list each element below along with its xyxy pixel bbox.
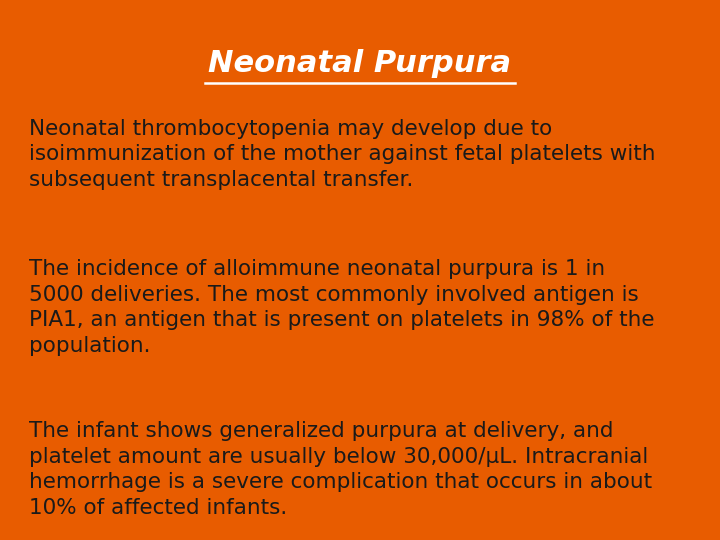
Text: Neonatal thrombocytopenia may develop due to
isoimmunization of the mother again: Neonatal thrombocytopenia may develop du… [29,119,655,190]
Text: Neonatal Purpura: Neonatal Purpura [208,49,512,78]
Text: The incidence of alloimmune neonatal purpura is 1 in
5000 deliveries. The most c: The incidence of alloimmune neonatal pur… [29,259,654,356]
Text: The infant shows generalized purpura at delivery, and
platelet amount are usuall: The infant shows generalized purpura at … [29,421,652,518]
